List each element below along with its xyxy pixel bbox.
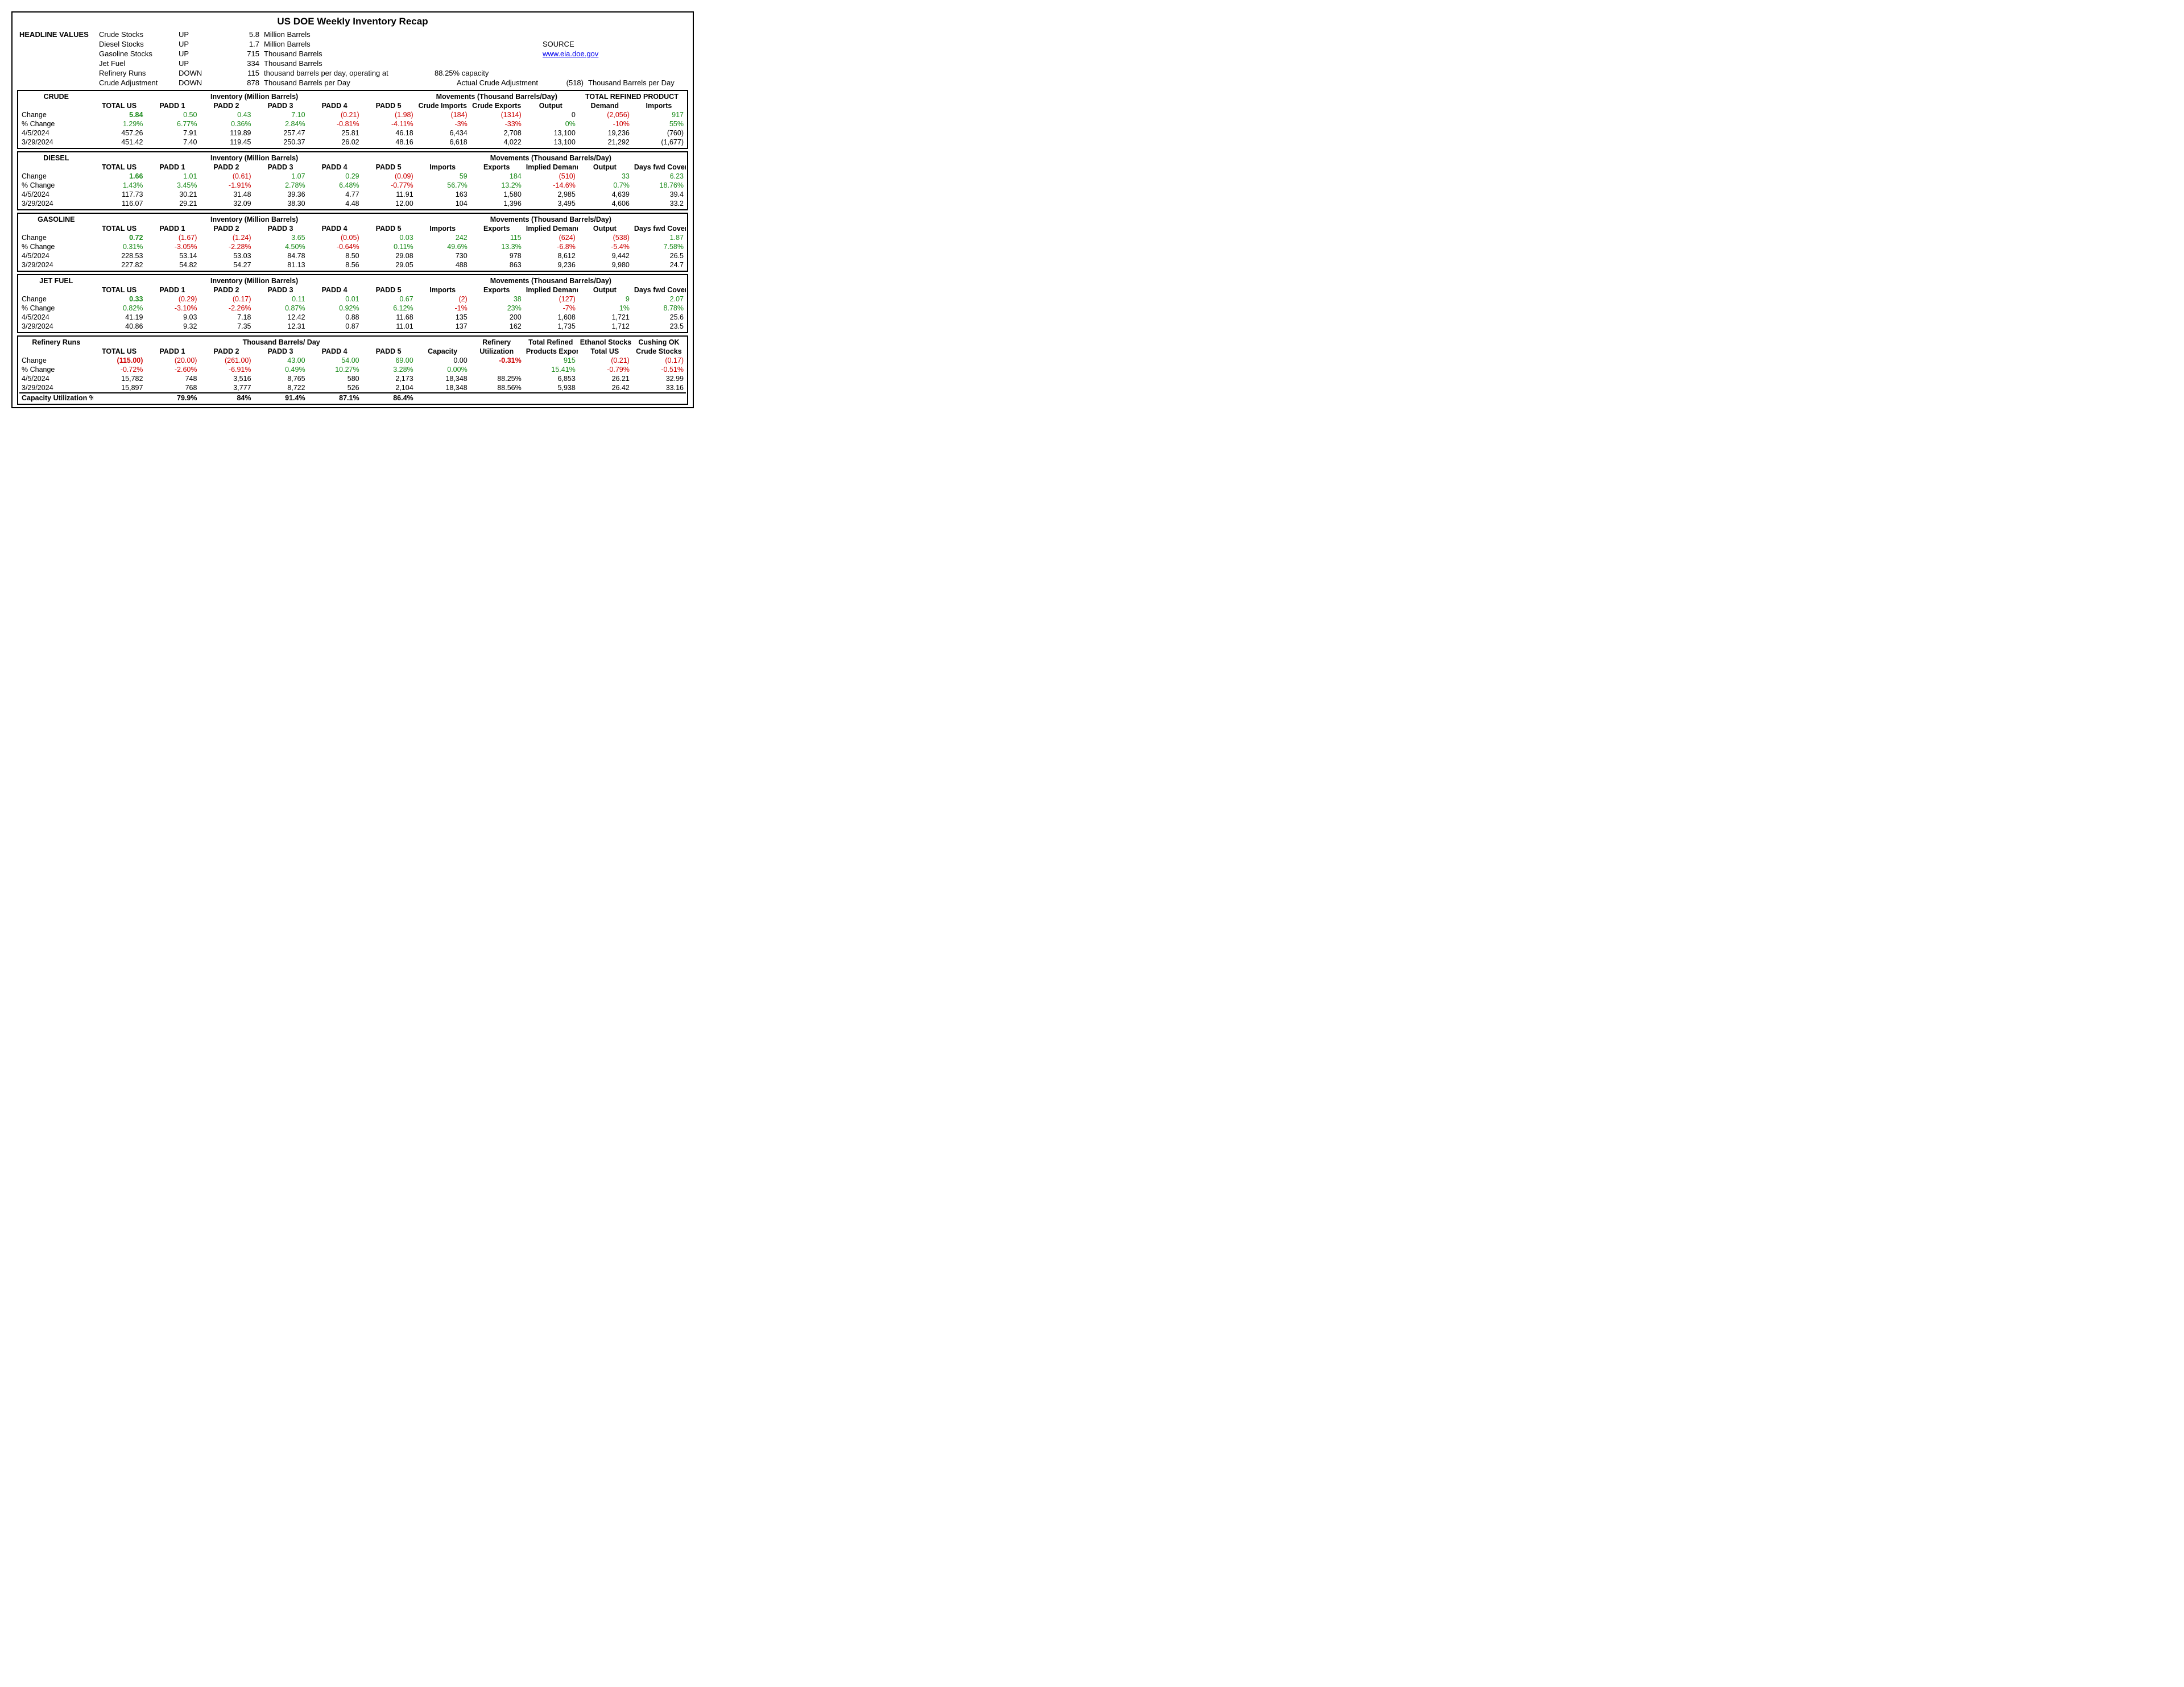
headline-label: HEADLINE VALUES <box>17 30 97 39</box>
section-table: GASOLINEInventory (Million Barrels)Movem… <box>19 215 686 270</box>
source-label: SOURCE <box>540 39 586 49</box>
report-container: US DOE Weekly Inventory Recap HEADLINE V… <box>11 11 694 408</box>
section-table: CRUDEInventory (Million Barrels)Movement… <box>19 92 686 147</box>
jetfuel-section: JET FUELInventory (Million Barrels)Movem… <box>17 274 688 333</box>
refinery-section: Refinery RunsThousand Barrels/ DayRefine… <box>17 335 688 405</box>
diesel-section: DIESELInventory (Million Barrels)Movemen… <box>17 151 688 210</box>
headline-table: HEADLINE VALUES Crude Stocks UP 5.8 Mill… <box>17 30 688 88</box>
section-table: JET FUELInventory (Million Barrels)Movem… <box>19 276 686 331</box>
refinery-table: Refinery RunsThousand Barrels/ DayRefine… <box>19 338 686 403</box>
report-title: US DOE Weekly Inventory Recap <box>17 16 688 30</box>
gasoline-section: GASOLINEInventory (Million Barrels)Movem… <box>17 213 688 272</box>
crude-section: CRUDEInventory (Million Barrels)Movement… <box>17 90 688 149</box>
source-link[interactable]: www.eia.doe.gov <box>543 49 598 58</box>
section-table: DIESELInventory (Million Barrels)Movemen… <box>19 154 686 208</box>
